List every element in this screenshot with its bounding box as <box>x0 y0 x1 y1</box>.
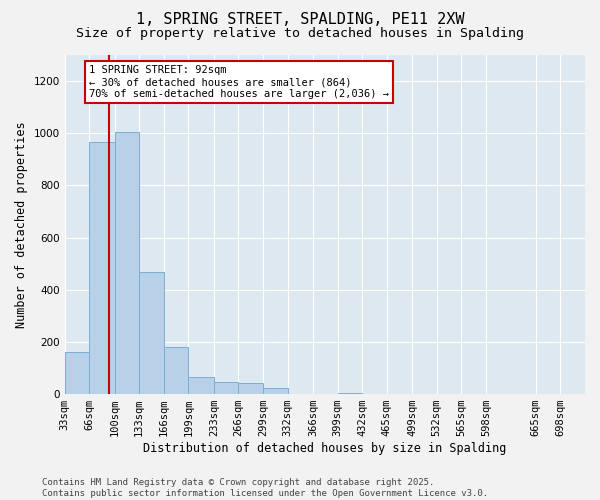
Bar <box>139 272 164 394</box>
Bar <box>263 388 287 394</box>
Text: 1, SPRING STREET, SPALDING, PE11 2XW: 1, SPRING STREET, SPALDING, PE11 2XW <box>136 12 464 28</box>
Text: Contains HM Land Registry data © Crown copyright and database right 2025.
Contai: Contains HM Land Registry data © Crown c… <box>42 478 488 498</box>
Bar <box>188 377 214 394</box>
Bar <box>238 383 263 394</box>
Bar <box>214 382 238 394</box>
Y-axis label: Number of detached properties: Number of detached properties <box>15 121 28 328</box>
Bar <box>89 142 115 394</box>
Bar <box>115 132 139 394</box>
X-axis label: Distribution of detached houses by size in Spalding: Distribution of detached houses by size … <box>143 442 506 455</box>
Bar <box>164 347 188 394</box>
Text: 1 SPRING STREET: 92sqm
← 30% of detached houses are smaller (864)
70% of semi-de: 1 SPRING STREET: 92sqm ← 30% of detached… <box>89 66 389 98</box>
Text: Size of property relative to detached houses in Spalding: Size of property relative to detached ho… <box>76 28 524 40</box>
Bar <box>65 352 89 394</box>
